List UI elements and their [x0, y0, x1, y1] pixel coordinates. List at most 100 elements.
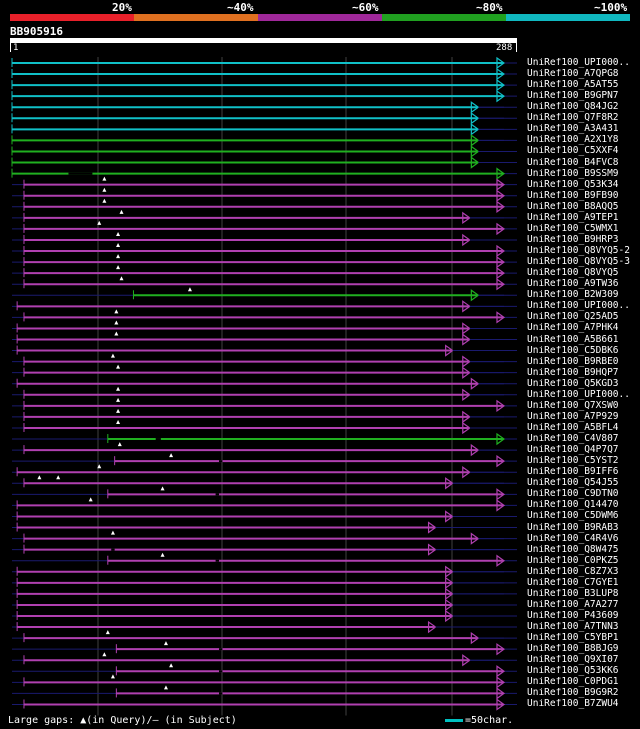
- hit-label[interactable]: UniRef100_B9SSM9: [527, 168, 619, 179]
- hit-label[interactable]: UniRef100_Q8W475: [527, 544, 619, 555]
- query-gap-marker: [110, 530, 115, 535]
- hit-label[interactable]: UniRef100_C5YBP1: [527, 633, 619, 644]
- hit-end-arrow: [427, 521, 437, 534]
- hit-label[interactable]: UniRef100_C4R4V6: [527, 533, 619, 544]
- hit-label[interactable]: UniRef100_Q7F8R2: [527, 113, 619, 124]
- hit-label[interactable]: UniRef100_Q25AD5: [527, 312, 619, 323]
- query-gap-marker: [97, 220, 102, 225]
- hit-label[interactable]: UniRef100_Q5KGD3: [527, 378, 619, 389]
- hit-label[interactable]: UniRef100_A7QPG8: [527, 69, 619, 80]
- hit-label[interactable]: UniRef100_Q8VYQ5-3: [527, 257, 630, 268]
- hit-label[interactable]: UniRef100_Q54J55: [527, 478, 619, 489]
- hit-label[interactable]: UniRef100_C5YST2: [527, 456, 619, 467]
- hit-label[interactable]: UniRef100_UPI000..: [527, 58, 630, 68]
- hit-end-arrow: [445, 344, 454, 357]
- query-gap-marker: [116, 265, 121, 270]
- hit-end-arrow: [496, 189, 506, 202]
- hit-label[interactable]: UniRef100_B4FVC8: [527, 157, 619, 168]
- query-gap-marker: [116, 419, 121, 424]
- hit-label[interactable]: UniRef100_C0PDG1: [527, 677, 619, 688]
- hit-label[interactable]: UniRef100_B9FB90: [527, 190, 619, 201]
- hit-label[interactable]: UniRef100_B8AQQ5: [527, 201, 619, 212]
- hit-end-arrow: [462, 322, 471, 335]
- query-gap-marker: [187, 287, 192, 292]
- hit-label[interactable]: UniRef100_A3A431: [527, 124, 619, 135]
- hit-label[interactable]: UniRef100_Q53K34: [527, 179, 619, 190]
- hit-label[interactable]: UniRef100_Q14470: [527, 500, 619, 511]
- hit-label[interactable]: UniRef100_B9GPN7: [527, 91, 619, 102]
- hit-label[interactable]: UniRef100_B9HRP3: [527, 234, 619, 245]
- hit-end-arrow: [496, 67, 506, 81]
- hit-end-arrow: [427, 543, 437, 556]
- hit-label[interactable]: UniRef100_Q9XI07: [527, 655, 619, 666]
- hit-label[interactable]: UniRef100_A9TW36: [527, 279, 619, 290]
- hit-label[interactable]: UniRef100_Q7XSW0: [527, 400, 619, 411]
- query-gap-marker: [169, 453, 174, 458]
- hit-label[interactable]: UniRef100_B2W309: [527, 290, 619, 301]
- hit-label[interactable]: UniRef100_UPI000..: [527, 389, 630, 400]
- hit-label[interactable]: UniRef100_B9IFF6: [527, 467, 619, 478]
- hit-end-arrow: [470, 123, 480, 136]
- query-gap-marker: [114, 331, 119, 336]
- hit-end-arrow: [470, 532, 480, 545]
- query-gap-marker: [116, 364, 121, 369]
- hit-label[interactable]: UniRef100_B9HQP7: [527, 367, 619, 378]
- hit-label[interactable]: UniRef100_A5BFL4: [527, 422, 619, 433]
- hit-label[interactable]: UniRef100_C5WMX1: [527, 223, 619, 234]
- hit-end-arrow: [462, 421, 471, 435]
- hit-label[interactable]: UniRef100_C7GYE1: [527, 577, 619, 588]
- query-gap-marker: [116, 254, 121, 259]
- hit-label[interactable]: UniRef100_C0PKZ5: [527, 555, 619, 566]
- query-gap-marker: [163, 685, 168, 690]
- hit-label[interactable]: UniRef100_A7TNN3: [527, 622, 619, 633]
- hit-label[interactable]: UniRef100_B3LUP8: [527, 588, 619, 599]
- hit-label[interactable]: UniRef100_A2X1Y8: [527, 135, 619, 146]
- hit-label[interactable]: UniRef100_C5DWM6: [527, 511, 619, 522]
- hit-label[interactable]: UniRef100_Q8VYQ5: [527, 268, 619, 279]
- query-gap-marker: [117, 442, 122, 447]
- legend-label-100: ~100%: [594, 1, 628, 14]
- hit-label[interactable]: UniRef100_C5DBK6: [527, 345, 619, 356]
- hit-end-arrow: [462, 300, 471, 313]
- hit-label[interactable]: UniRef100_Q53KK6: [527, 666, 619, 677]
- scale-label: =50char.: [465, 715, 514, 726]
- legend-bar-40: [134, 14, 258, 21]
- hit-label[interactable]: UniRef100_B9G9R2: [527, 688, 619, 699]
- hit-end-arrow: [445, 609, 454, 623]
- hit-label[interactable]: UniRef100_Q4P7Q7: [527, 445, 619, 456]
- hit-label[interactable]: UniRef100_C4V807: [527, 434, 619, 445]
- hit-label[interactable]: UniRef100_A9TEP1: [527, 212, 619, 223]
- hit-end-arrow: [496, 222, 506, 236]
- hit-end-arrow: [462, 388, 471, 401]
- hit-end-arrow: [496, 244, 506, 258]
- hit-label[interactable]: UniRef100_C5XXF4: [527, 146, 619, 157]
- hit-end-arrow: [445, 477, 454, 490]
- hit-end-arrow: [496, 554, 506, 567]
- hit-label[interactable]: UniRef100_A7A277: [527, 599, 619, 610]
- hit-end-arrow: [462, 233, 471, 247]
- hit-end-arrow: [445, 598, 454, 612]
- hit-end-arrow: [496, 78, 506, 92]
- query-end-tick: [516, 43, 517, 52]
- hit-label[interactable]: UniRef100_B7ZWU4: [527, 699, 619, 710]
- hit-label[interactable]: UniRef100_Q84JG2: [527, 102, 619, 113]
- hit-label[interactable]: UniRef100_A7PHK4: [527, 323, 619, 334]
- hit-label[interactable]: UniRef100_B9RBE0: [527, 356, 619, 367]
- hit-end-arrow: [496, 698, 506, 711]
- hit-label[interactable]: UniRef100_P43609: [527, 611, 619, 621]
- hit-label[interactable]: UniRef100_B9RAB3: [527, 522, 619, 533]
- hit-label[interactable]: UniRef100_A5B661: [527, 334, 619, 345]
- hit-label[interactable]: UniRef100_C8Z7X3: [527, 566, 619, 577]
- query-gap-marker: [160, 486, 165, 491]
- hit-label[interactable]: UniRef100_A7P929: [527, 411, 619, 422]
- hit-label[interactable]: UniRef100_UPI000..: [527, 301, 630, 312]
- hit-end-arrow: [470, 443, 480, 457]
- hit-label[interactable]: UniRef100_B8BJG9: [527, 644, 619, 655]
- hit-label[interactable]: UniRef100_Q8VYQ5-2: [527, 246, 630, 257]
- hit-end-arrow: [496, 178, 506, 191]
- hit-label[interactable]: UniRef100_C9DTN0: [527, 489, 619, 500]
- hit-label[interactable]: UniRef100_A5AT55: [527, 80, 619, 91]
- query-gap-marker: [110, 674, 115, 679]
- query-gap-marker: [37, 475, 42, 480]
